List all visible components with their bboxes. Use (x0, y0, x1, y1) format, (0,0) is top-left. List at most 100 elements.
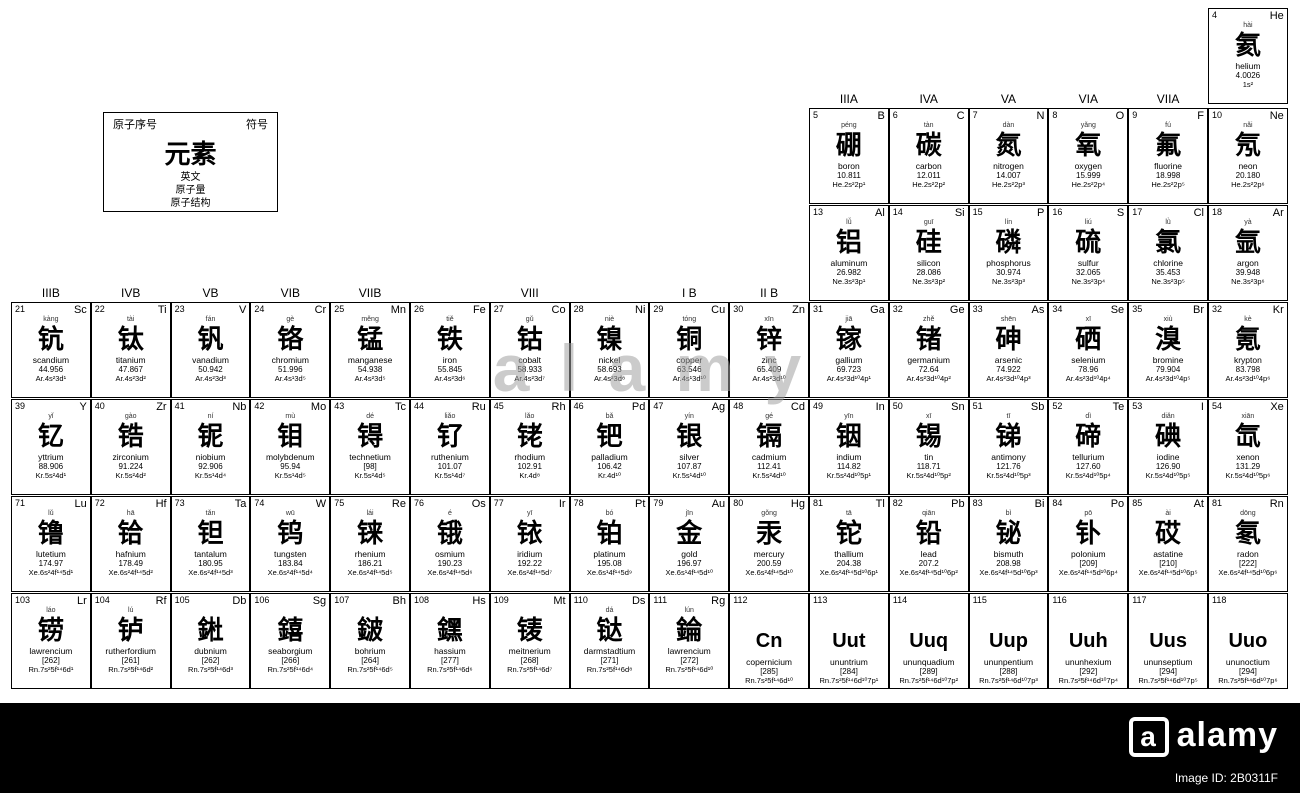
atomic-number: 115 (973, 595, 987, 605)
group-label: VIIA (1128, 92, 1208, 106)
element-pinyin (768, 605, 770, 613)
element-mass: 58.933 (517, 365, 541, 374)
element-config: Rn.7s²5f¹⁴6d¹⁰7p⁶ (1218, 676, 1277, 685)
element-pinyin: lún (685, 607, 694, 615)
element-cell: 108Hs 𨭆hassium[277]Rn.7s²5f¹⁴6d⁶ (410, 593, 490, 689)
element-hanzi: 溴 (1155, 325, 1181, 353)
element-hanzi: 铝 (836, 228, 862, 256)
element-english: germanium (907, 355, 950, 365)
element-config: Kr.5s¹4d⁷ (435, 471, 466, 480)
element-cell: 31Gajiā镓gallium69.723Ar.4s²3d¹⁰4p¹ (809, 302, 889, 398)
element-english: xenon (1236, 452, 1259, 462)
element-symbol: Mo (311, 401, 326, 413)
element-config: Xe.6s²4f¹⁴5d² (108, 568, 153, 577)
element-cell: 81Tltā铊thallium204.38Xe.6s²4f¹⁴5d¹⁰6p¹ (809, 496, 889, 592)
element-symbol: Sn (951, 401, 964, 413)
element-hanzi: Uus (1149, 627, 1187, 655)
element-symbol: W (316, 498, 326, 510)
element-config: Rn.7s²5f¹⁴6d¹ (28, 665, 73, 674)
element-cell: 85Atài砹astatine[210]Xe.6s²4f¹⁴5d¹⁰6p⁵ (1128, 496, 1208, 592)
element-pinyin: tiě (446, 316, 453, 324)
element-english: rhenium (355, 549, 386, 559)
element-pinyin: zhě (923, 316, 934, 324)
element-hanzi: 𨭆 (437, 616, 463, 644)
element-symbol: At (1194, 498, 1204, 510)
element-config: Ne.3s²3p² (912, 277, 945, 286)
element-symbol: Cr (315, 304, 327, 316)
group-label: IIIB (11, 286, 91, 300)
element-english: selenium (1071, 355, 1105, 365)
element-cell: 13Allǚ铝aluminum26.982Ne.3s²3p¹ (809, 205, 889, 301)
element-english: radon (1237, 549, 1259, 559)
element-pinyin: bǎ (606, 413, 614, 421)
element-hanzi: 硫 (1075, 228, 1101, 256)
element-pinyin (848, 605, 850, 613)
element-pinyin: dá (606, 607, 614, 615)
element-cell: 50Snxī锡tin118.71Kr.5s²4d¹⁰5p² (889, 399, 969, 495)
element-symbol: Ru (472, 401, 486, 413)
element-pinyin: yǐ (48, 413, 53, 421)
element-symbol: Hg (791, 498, 805, 510)
element-hanzi: 硼 (836, 131, 862, 159)
element-hanzi: 𬬻 (118, 616, 144, 644)
element-hanzi: 锇 (437, 519, 463, 547)
element-pinyin: yín (685, 413, 694, 421)
atomic-number: 81 (1212, 498, 1222, 510)
element-config: Ar.4s²3d¹ (36, 374, 66, 383)
element-mass: 78.96 (1078, 365, 1098, 374)
element-config: Kr.5s²4d¹ (36, 471, 66, 480)
atomic-number: 33 (973, 304, 983, 316)
element-cell: 35Brxiù溴bromine79.904Ar.4s²3d¹⁰4p⁵ (1128, 302, 1208, 398)
atomic-number: 78 (574, 498, 584, 510)
atomic-number: 21 (15, 304, 25, 316)
element-pinyin: tàn (924, 122, 934, 130)
element-mass: [209] (1079, 559, 1097, 568)
element-english: ununpentium (984, 657, 1033, 667)
element-pinyin: kàng (43, 316, 58, 324)
element-config: Xe.6s¹4f¹⁴5d⁹ (587, 568, 632, 577)
element-english: polonium (1071, 549, 1106, 559)
element-hanzi: 钽 (197, 519, 223, 547)
element-config: Ar.4s¹3d⁵ (275, 374, 306, 383)
element-hanzi: 铅 (916, 519, 942, 547)
element-english: neon (1238, 161, 1257, 171)
element-cell: 8Oyǎng氧oxygen15.999He.2s²2p⁴ (1048, 108, 1128, 204)
element-pinyin: yà (1244, 219, 1251, 227)
element-cell: 30Znxīn锌zinc65.409Ar.4s²3d¹⁰ (729, 302, 809, 398)
group-label: VIIB (330, 286, 410, 300)
element-symbol: Y (79, 401, 86, 413)
atomic-number: 77 (494, 498, 504, 510)
element-english: ununoctium (1226, 657, 1270, 667)
atomic-number: 84 (1052, 498, 1062, 510)
element-pinyin (1167, 605, 1169, 613)
atomic-number: 31 (813, 304, 823, 316)
element-mass: 92.906 (198, 462, 222, 471)
element-mass: 83.798 (1236, 365, 1260, 374)
element-english: aluminum (830, 258, 867, 268)
atomic-number: 27 (494, 304, 504, 316)
element-config: Ar.4s²3d¹⁰4p⁶ (1225, 374, 1270, 383)
atomic-number: 43 (334, 401, 344, 413)
element-mass: 54.938 (358, 365, 382, 374)
element-symbol: Mt (553, 595, 565, 607)
atomic-number: 104 (95, 595, 110, 607)
element-hanzi: 钴 (517, 325, 543, 353)
element-cell: 28Niniè镍nickel58.693Ar.4s²3d⁸ (570, 302, 650, 398)
element-mass: 15.999 (1076, 171, 1100, 180)
element-mass: 18.998 (1156, 171, 1180, 180)
element-mass: 195.08 (597, 559, 621, 568)
element-cell: 18Aryà氩argon39.948Ne.3s²3p⁶ (1208, 205, 1288, 301)
element-english: ununquadium (903, 657, 955, 667)
element-hanzi: 碳 (916, 131, 942, 159)
element-english: tellurium (1072, 452, 1104, 462)
element-cell: 83Bibì铋bismuth208.98Xe.6s²4f¹⁴5d¹⁰6p³ (969, 496, 1049, 592)
element-cell: 114 Uuqununquadium[289]Rn.7s²5f¹⁴6d¹⁰7p² (889, 593, 969, 689)
element-pinyin: é (448, 510, 452, 518)
element-cell: 23Vfán钒vanadium50.942Ar.4s²3d³ (171, 302, 251, 398)
image-id-text: Image ID: 2B0311F (1175, 771, 1278, 785)
element-config: Ne.3s²3p¹ (832, 277, 865, 286)
element-symbol: O (1116, 110, 1125, 122)
element-symbol: Ar (1273, 207, 1284, 219)
element-config: Xe.6s²4f¹⁴5d¹⁰6p⁴ (1059, 568, 1118, 577)
element-mass: 72.64 (919, 365, 939, 374)
